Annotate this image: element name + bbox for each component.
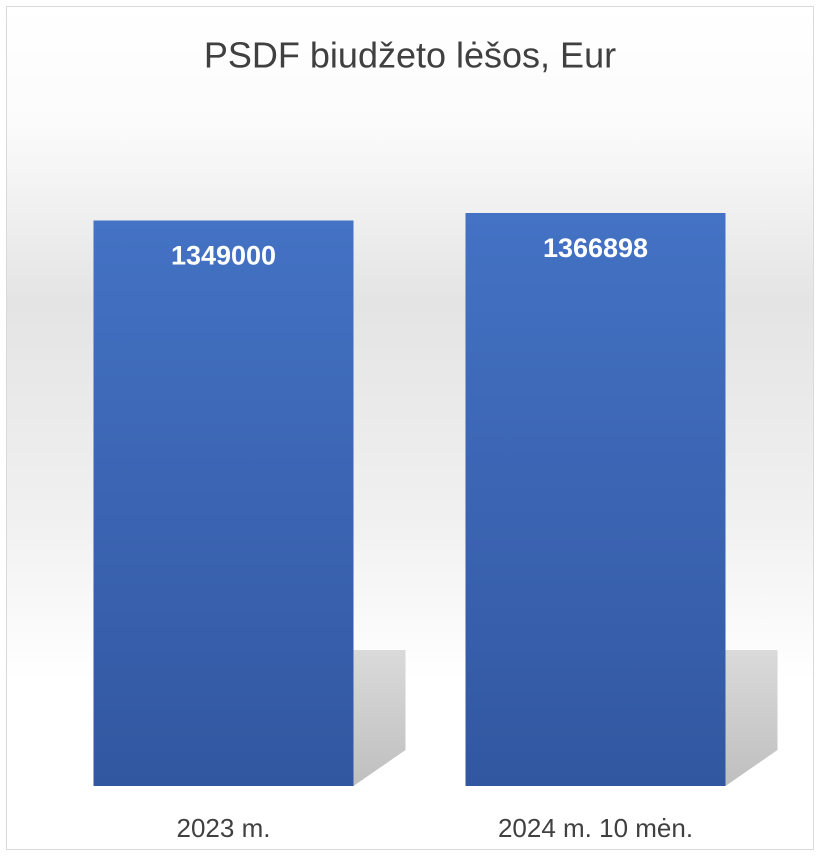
- data-label: 1366898: [543, 233, 648, 263]
- bar-shadow: [725, 650, 778, 786]
- bar: [465, 213, 726, 786]
- x-tick-label: 2023 m.: [177, 813, 271, 843]
- data-label: 1349000: [171, 241, 276, 271]
- x-tick-label: 2024 m. 10 mėn.: [498, 813, 693, 843]
- bar-shadow: [353, 650, 406, 786]
- bar: [93, 220, 354, 786]
- chart-title: PSDF biudžeto lėšos, Eur: [204, 35, 616, 76]
- bar-shadows: [353, 650, 778, 786]
